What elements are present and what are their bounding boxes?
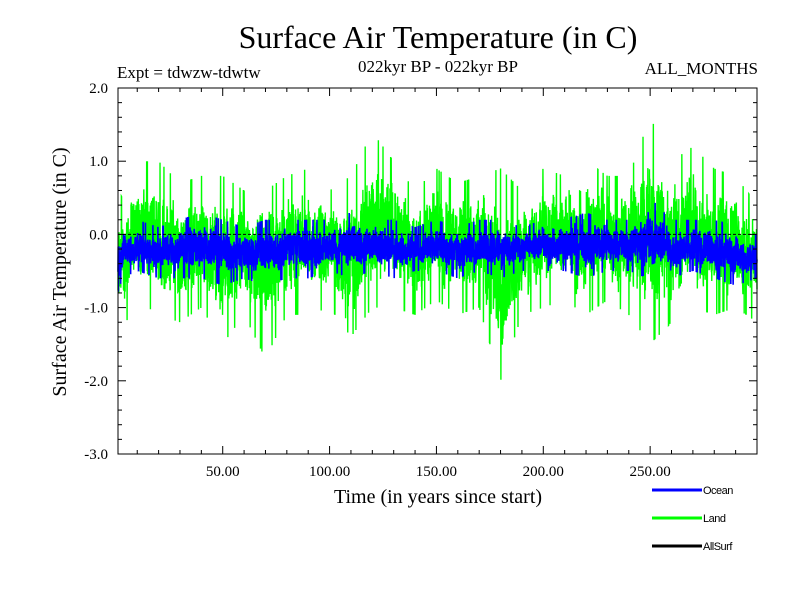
season-label: ALL_MONTHS bbox=[645, 59, 758, 78]
chart-title: Surface Air Temperature (in C) bbox=[239, 19, 638, 55]
series-ocean-line bbox=[117, 202, 758, 292]
x-tick-label: 250.00 bbox=[630, 464, 671, 480]
experiment-label: Expt = tdwzw-tdwtw bbox=[117, 63, 261, 82]
x-tick-label: 50.00 bbox=[206, 464, 240, 480]
legend-label-allsurf: AllSurf bbox=[703, 541, 733, 553]
period-label: 022kyr BP - 022kyr BP bbox=[358, 57, 518, 76]
y-tick-label: 0.0 bbox=[89, 227, 108, 243]
y-axis-label: Surface Air Temperature (in C) bbox=[49, 147, 71, 396]
x-axis-label: Time (in years since start) bbox=[334, 486, 542, 508]
y-tick-label: -1.0 bbox=[84, 301, 108, 317]
legend-label-land: Land bbox=[703, 513, 726, 525]
legend-label-ocean: Ocean bbox=[703, 485, 733, 497]
plot-frame bbox=[117, 87, 758, 455]
x-tick-label: 200.00 bbox=[523, 464, 564, 480]
y-tick-label: 2.0 bbox=[89, 81, 108, 97]
y-tick-label: 1.0 bbox=[89, 154, 108, 170]
y-tick-label: -3.0 bbox=[84, 447, 108, 463]
series-layer bbox=[117, 123, 758, 380]
x-tick-label: 100.00 bbox=[309, 464, 350, 480]
tick-layer: 2.0 1.0 0.0 -1.0 -2.0 -3.0 50.00 100.00 150.00 20… bbox=[84, 81, 758, 480]
x-tick-label: 150.00 bbox=[416, 464, 457, 480]
y-tick-label: -2.0 bbox=[84, 374, 108, 390]
legend: Ocean Land AllSurf bbox=[652, 485, 734, 553]
